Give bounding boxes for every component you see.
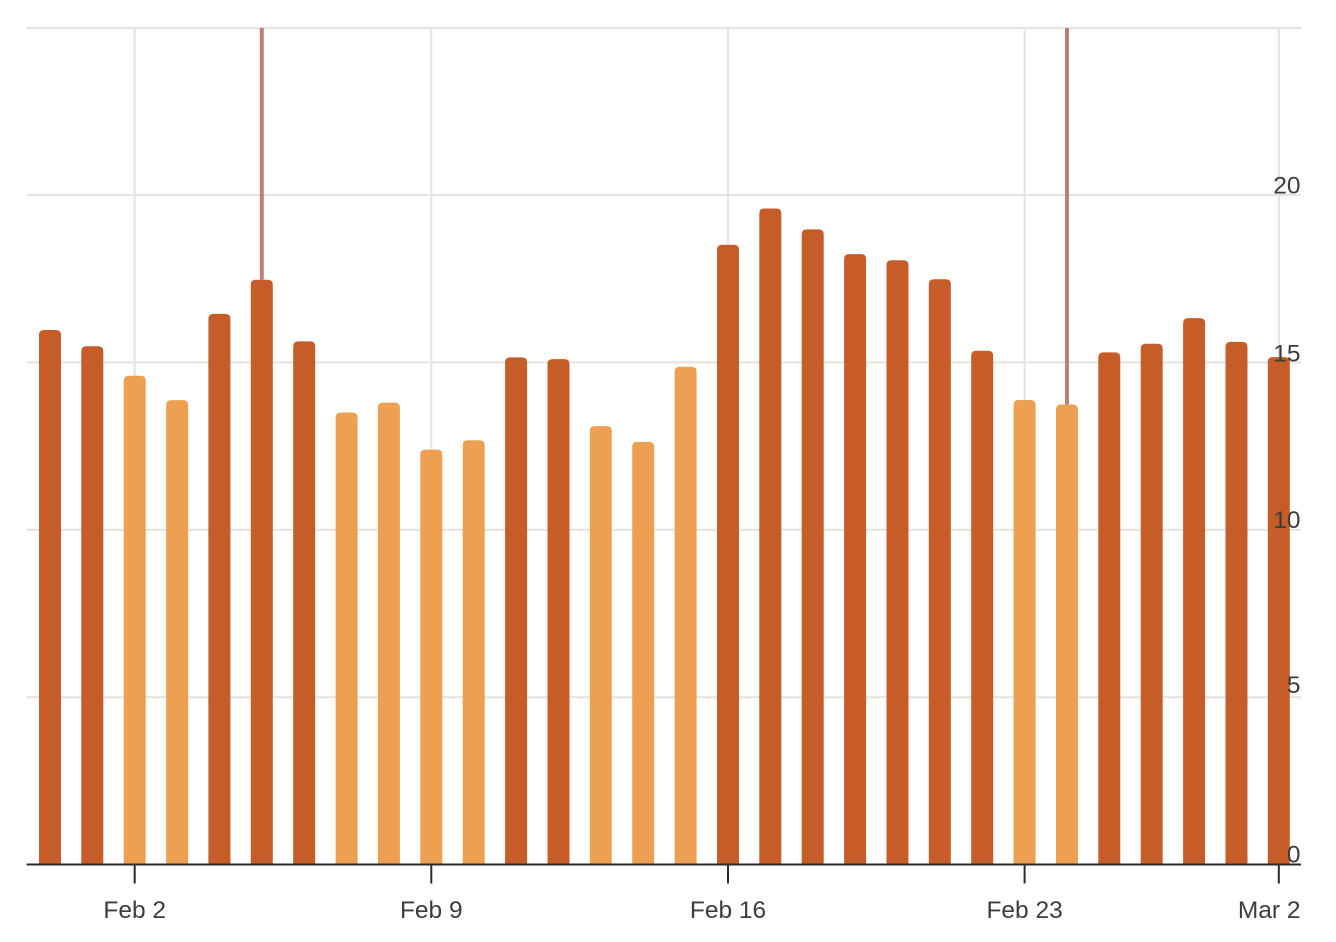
- svg-text:Feb 2: Feb 2: [103, 897, 166, 924]
- svg-text:15: 15: [1273, 341, 1300, 368]
- svg-text:20: 20: [1273, 173, 1300, 200]
- svg-text:Feb 9: Feb 9: [400, 897, 463, 924]
- svg-text:10: 10: [1273, 507, 1300, 534]
- svg-text:Feb 16: Feb 16: [690, 897, 766, 924]
- svg-text:Feb 23: Feb 23: [986, 897, 1062, 924]
- svg-text:5: 5: [1287, 672, 1301, 699]
- svg-text:0: 0: [1287, 841, 1301, 868]
- svg-text:Mar 2: Mar 2: [1238, 897, 1301, 924]
